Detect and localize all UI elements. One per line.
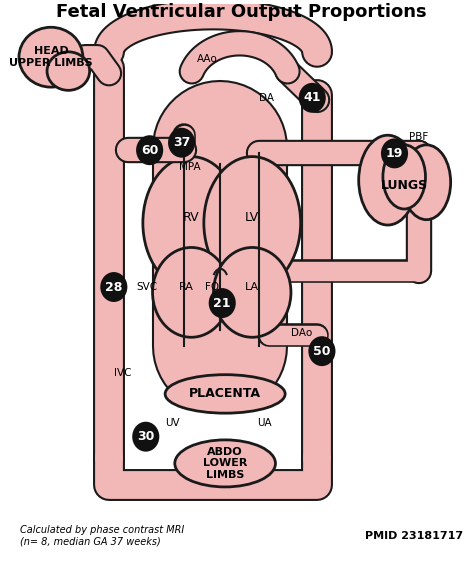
Ellipse shape — [19, 27, 83, 87]
Text: 28: 28 — [105, 280, 122, 293]
Text: RA: RA — [179, 282, 194, 292]
Text: IVC: IVC — [114, 367, 131, 378]
Text: 21: 21 — [213, 297, 231, 310]
Text: 30: 30 — [137, 430, 155, 443]
Text: 19: 19 — [386, 147, 403, 160]
Text: DA: DA — [258, 93, 273, 103]
Circle shape — [168, 128, 195, 158]
Text: MPA: MPA — [179, 162, 200, 172]
Text: LV: LV — [245, 211, 259, 224]
Text: 37: 37 — [173, 136, 190, 149]
Text: Fetal Ventricular Output Proportions: Fetal Ventricular Output Proportions — [56, 3, 427, 21]
Circle shape — [309, 336, 336, 366]
Text: PLACENTA: PLACENTA — [189, 388, 261, 401]
Text: RV: RV — [183, 211, 200, 224]
Circle shape — [209, 288, 236, 318]
Circle shape — [299, 83, 326, 113]
Text: 41: 41 — [303, 91, 321, 104]
Text: AAo: AAo — [197, 54, 218, 65]
Text: 60: 60 — [141, 144, 158, 157]
Text: PMID 23181717: PMID 23181717 — [365, 531, 463, 541]
Ellipse shape — [204, 157, 301, 289]
Text: SVC: SVC — [136, 282, 157, 292]
Text: LA: LA — [245, 282, 259, 292]
Text: UA: UA — [257, 418, 272, 428]
Ellipse shape — [359, 135, 417, 225]
Text: HEAD
UPPER LIMBS: HEAD UPPER LIMBS — [9, 47, 93, 68]
Text: PBF: PBF — [409, 132, 428, 142]
Text: LUNGS: LUNGS — [381, 179, 428, 192]
Ellipse shape — [165, 375, 285, 413]
Ellipse shape — [143, 157, 240, 289]
Text: FO: FO — [206, 282, 219, 292]
Circle shape — [132, 422, 159, 452]
Text: Calculated by phase contrast MRI
(n= 8, median GA 37 weeks): Calculated by phase contrast MRI (n= 8, … — [20, 525, 184, 547]
Circle shape — [100, 272, 128, 302]
Ellipse shape — [153, 247, 230, 337]
Circle shape — [136, 135, 163, 165]
Text: ABDO
LOWER
LIMBS: ABDO LOWER LIMBS — [203, 447, 247, 480]
Ellipse shape — [402, 145, 451, 220]
Ellipse shape — [175, 440, 275, 487]
Text: 50: 50 — [313, 344, 331, 358]
Circle shape — [381, 139, 408, 168]
Ellipse shape — [213, 247, 291, 337]
Text: DAo: DAo — [291, 328, 312, 338]
Ellipse shape — [383, 145, 426, 209]
Ellipse shape — [47, 52, 90, 90]
Text: UV: UV — [165, 418, 180, 428]
